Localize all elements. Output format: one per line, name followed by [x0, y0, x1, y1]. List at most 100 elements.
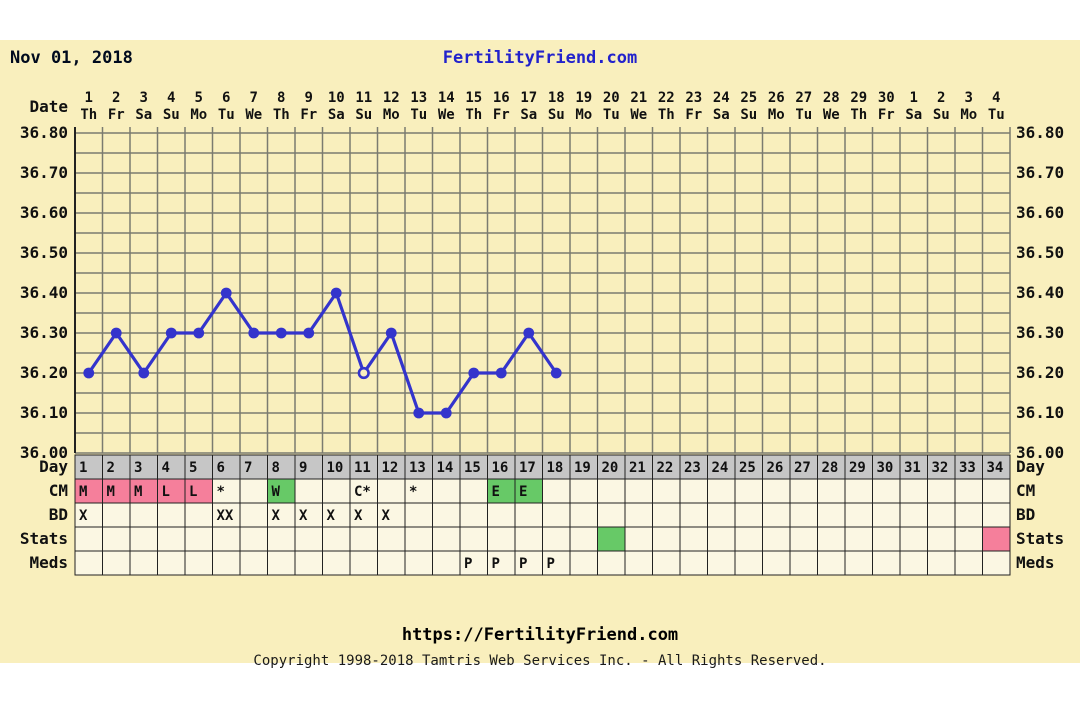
stats-cell-day-11[interactable] — [349, 526, 378, 552]
cm-cell-day-9[interactable] — [294, 478, 323, 504]
stats-cell-day-25[interactable] — [734, 526, 763, 552]
meds-cell-day-4[interactable] — [157, 550, 186, 576]
meds-cell-day-20[interactable] — [597, 550, 626, 576]
stats-cell-day-28[interactable] — [817, 526, 846, 552]
cm-cell-day-32[interactable] — [927, 478, 956, 504]
bd-cell-day-17[interactable] — [514, 502, 543, 528]
footer-site-url[interactable]: https://FertilityFriend.com — [401, 625, 679, 645]
cm-cell-day-26[interactable] — [762, 478, 791, 504]
meds-cell-day-33[interactable] — [954, 550, 983, 576]
temp-point-day-1[interactable] — [83, 367, 95, 379]
day-cell-day-3[interactable] — [129, 454, 158, 480]
cm-cell-day-18[interactable] — [542, 478, 571, 504]
bd-cell-day-31[interactable] — [899, 502, 928, 528]
stats-cell-day-19[interactable] — [569, 526, 598, 552]
temp-point-day-13[interactable] — [413, 407, 425, 419]
meds-cell-day-12[interactable] — [377, 550, 406, 576]
bd-cell-day-15[interactable] — [459, 502, 488, 528]
stats-cell-day-22[interactable] — [652, 526, 681, 552]
bd-cell-day-28[interactable] — [817, 502, 846, 528]
cm-cell-day-3[interactable] — [129, 478, 158, 504]
meds-cell-day-21[interactable] — [624, 550, 653, 576]
meds-cell-day-18[interactable] — [542, 550, 571, 576]
bd-cell-day-3[interactable] — [129, 502, 158, 528]
stats-cell-day-10[interactable] — [322, 526, 351, 552]
meds-cell-day-24[interactable] — [707, 550, 736, 576]
stats-cell-day-9[interactable] — [294, 526, 323, 552]
stats-cell-day-3[interactable] — [129, 526, 158, 552]
day-cell-day-15[interactable] — [459, 454, 488, 480]
stats-cell-day-20[interactable] — [597, 526, 626, 552]
bd-cell-day-11[interactable] — [349, 502, 378, 528]
day-cell-day-23[interactable] — [679, 454, 708, 480]
day-cell-day-11[interactable] — [349, 454, 378, 480]
temp-point-day-7[interactable] — [248, 327, 260, 339]
stats-cell-day-8[interactable] — [267, 526, 296, 552]
cm-cell-day-12[interactable] — [377, 478, 406, 504]
bd-cell-day-25[interactable] — [734, 502, 763, 528]
meds-cell-day-26[interactable] — [762, 550, 791, 576]
meds-cell-day-27[interactable] — [789, 550, 818, 576]
bd-cell-day-23[interactable] — [679, 502, 708, 528]
temp-point-day-17[interactable] — [523, 327, 535, 339]
cm-cell-day-14[interactable] — [432, 478, 461, 504]
meds-cell-day-29[interactable] — [844, 550, 873, 576]
stats-cell-day-13[interactable] — [404, 526, 433, 552]
cm-cell-day-28[interactable] — [817, 478, 846, 504]
meds-cell-day-28[interactable] — [817, 550, 846, 576]
temp-point-day-2[interactable] — [110, 327, 122, 339]
bd-cell-day-18[interactable] — [542, 502, 571, 528]
day-cell-day-14[interactable] — [432, 454, 461, 480]
bd-cell-day-2[interactable] — [102, 502, 131, 528]
bd-cell-day-19[interactable] — [569, 502, 598, 528]
stats-cell-day-23[interactable] — [679, 526, 708, 552]
meds-cell-day-32[interactable] — [927, 550, 956, 576]
meds-cell-day-30[interactable] — [872, 550, 901, 576]
bd-cell-day-29[interactable] — [844, 502, 873, 528]
cm-cell-day-22[interactable] — [652, 478, 681, 504]
stats-cell-day-14[interactable] — [432, 526, 461, 552]
stats-cell-day-18[interactable] — [542, 526, 571, 552]
day-cell-day-19[interactable] — [569, 454, 598, 480]
stats-cell-day-34[interactable] — [982, 526, 1011, 552]
meds-cell-day-23[interactable] — [679, 550, 708, 576]
meds-cell-day-2[interactable] — [102, 550, 131, 576]
meds-cell-day-6[interactable] — [212, 550, 241, 576]
cm-cell-day-25[interactable] — [734, 478, 763, 504]
stats-cell-day-24[interactable] — [707, 526, 736, 552]
temp-point-day-18[interactable] — [550, 367, 562, 379]
bd-cell-day-6[interactable] — [212, 502, 241, 528]
stats-cell-day-6[interactable] — [212, 526, 241, 552]
temp-point-day-11[interactable] — [357, 366, 370, 380]
temp-point-day-16[interactable] — [495, 367, 507, 379]
meds-cell-day-25[interactable] — [734, 550, 763, 576]
stats-cell-day-33[interactable] — [954, 526, 983, 552]
meds-cell-day-16[interactable] — [487, 550, 516, 576]
day-cell-day-22[interactable] — [652, 454, 681, 480]
temp-point-day-6[interactable] — [220, 287, 232, 299]
bd-cell-day-13[interactable] — [404, 502, 433, 528]
stats-cell-day-12[interactable] — [377, 526, 406, 552]
cm-cell-day-30[interactable] — [872, 478, 901, 504]
meds-cell-day-10[interactable] — [322, 550, 351, 576]
bd-cell-day-26[interactable] — [762, 502, 791, 528]
day-cell-day-13[interactable] — [404, 454, 433, 480]
stats-cell-day-26[interactable] — [762, 526, 791, 552]
meds-cell-day-15[interactable] — [459, 550, 488, 576]
meds-cell-day-8[interactable] — [267, 550, 296, 576]
cm-cell-day-4[interactable] — [157, 478, 186, 504]
stats-cell-day-32[interactable] — [927, 526, 956, 552]
stats-cell-day-1[interactable] — [74, 526, 103, 552]
temp-point-day-10[interactable] — [330, 287, 342, 299]
temp-point-day-15[interactable] — [468, 367, 480, 379]
bd-cell-day-22[interactable] — [652, 502, 681, 528]
meds-cell-day-3[interactable] — [129, 550, 158, 576]
day-cell-day-33[interactable] — [954, 454, 983, 480]
stats-cell-day-4[interactable] — [157, 526, 186, 552]
cm-cell-day-31[interactable] — [899, 478, 928, 504]
cm-cell-day-33[interactable] — [954, 478, 983, 504]
cm-cell-day-6[interactable] — [212, 478, 241, 504]
stats-cell-day-27[interactable] — [789, 526, 818, 552]
day-cell-day-17[interactable] — [514, 454, 543, 480]
cm-cell-day-29[interactable] — [844, 478, 873, 504]
